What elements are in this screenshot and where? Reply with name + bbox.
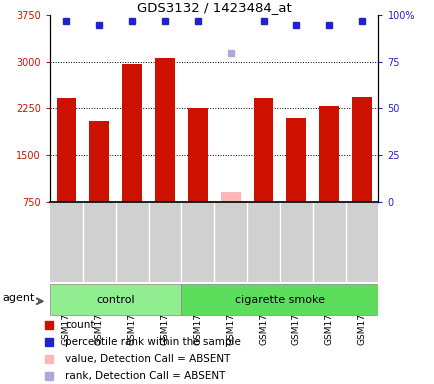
Text: value, Detection Call = ABSENT: value, Detection Call = ABSENT: [65, 354, 230, 364]
Text: control: control: [96, 295, 135, 305]
Bar: [56, 98, 76, 202]
Text: agent: agent: [3, 293, 35, 303]
Bar: [122, 65, 141, 202]
Text: percentile rank within the sample: percentile rank within the sample: [65, 337, 240, 347]
Text: rank, Detection Call = ABSENT: rank, Detection Call = ABSENT: [65, 371, 225, 381]
Text: cigarette smoke: cigarette smoke: [234, 295, 324, 305]
Bar: [253, 98, 273, 202]
Bar: [50, 284, 181, 315]
Bar: [181, 284, 378, 315]
Bar: [352, 97, 371, 202]
Bar: [89, 121, 109, 202]
Bar: [319, 106, 338, 202]
Bar: [220, 192, 240, 202]
Bar: [155, 58, 174, 202]
Bar: [286, 118, 306, 202]
Title: GDS3132 / 1423484_at: GDS3132 / 1423484_at: [137, 1, 291, 14]
Text: count: count: [65, 320, 94, 330]
Bar: [187, 109, 207, 202]
